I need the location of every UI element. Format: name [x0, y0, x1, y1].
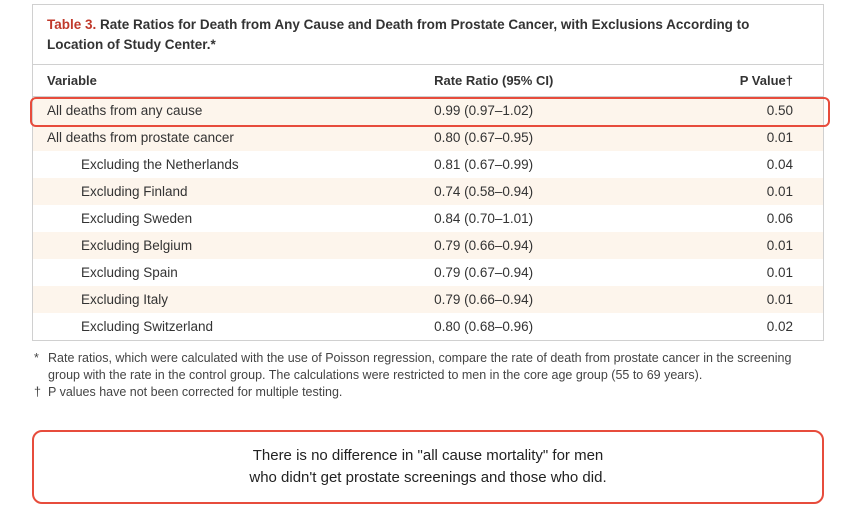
table-row: Excluding the Netherlands 0.81 (0.67–0.99…: [33, 151, 823, 178]
cell-p-value: 0.50: [665, 97, 823, 125]
cell-p-value: 0.02: [665, 313, 823, 340]
cell-variable-text: Excluding the Netherlands: [47, 157, 239, 172]
table-row: Excluding Italy 0.79 (0.66–0.94)0.01: [33, 286, 823, 313]
footnotes: *Rate ratios, which were calculated with…: [34, 350, 822, 401]
table-body: All deaths from any cause 0.99 (0.97–1.02…: [33, 97, 823, 341]
cell-variable-text: Excluding Spain: [47, 265, 178, 280]
cell-rate-ratio: 0.79 (0.66–0.94): [420, 232, 665, 259]
col-header-variable: Variable: [33, 65, 420, 97]
data-table-container: Table 3. Rate Ratios for Death from Any …: [32, 4, 824, 341]
cell-variable: Excluding Sweden: [33, 205, 420, 232]
cell-variable: Excluding the Netherlands: [33, 151, 420, 178]
col-header-rate-ratio: Rate Ratio (95% CI): [420, 65, 665, 97]
footnote-text: Rate ratios, which were calculated with …: [48, 350, 822, 384]
cell-p-value: 0.01: [665, 259, 823, 286]
footnote: †P values have not been corrected for mu…: [34, 384, 822, 401]
cell-rate-ratio: 0.84 (0.70–1.01): [420, 205, 665, 232]
cell-variable: All deaths from prostate cancer: [33, 124, 420, 151]
table-row: Excluding Spain 0.79 (0.67–0.94)0.01: [33, 259, 823, 286]
cell-variable: Excluding Finland: [33, 178, 420, 205]
cell-variable: All deaths from any cause: [33, 97, 420, 125]
cell-variable-text: Excluding Finland: [47, 184, 188, 199]
cell-variable: Excluding Switzerland: [33, 313, 420, 340]
rate-ratio-table: Variable Rate Ratio (95% CI) P Value† Al…: [33, 65, 823, 340]
cell-rate-ratio: 0.99 (0.97–1.02): [420, 97, 665, 125]
cell-rate-ratio: 0.81 (0.67–0.99): [420, 151, 665, 178]
table-label: Table 3.: [47, 17, 96, 32]
cell-rate-ratio: 0.80 (0.68–0.96): [420, 313, 665, 340]
cell-variable: Excluding Belgium: [33, 232, 420, 259]
cell-variable-text: Excluding Italy: [47, 292, 168, 307]
cell-rate-ratio: 0.74 (0.58–0.94): [420, 178, 665, 205]
table-row: Excluding Switzerland 0.80 (0.68–0.96)0.0…: [33, 313, 823, 340]
cell-p-value: 0.01: [665, 286, 823, 313]
col-header-p-value: P Value†: [665, 65, 823, 97]
table-row: Excluding Sweden 0.84 (0.70–1.01)0.06: [33, 205, 823, 232]
cell-variable-text: Excluding Sweden: [47, 211, 192, 226]
cell-variable: Excluding Italy: [33, 286, 420, 313]
cell-rate-ratio: 0.80 (0.67–0.95): [420, 124, 665, 151]
cell-variable-text: All deaths from prostate cancer: [47, 130, 234, 145]
table-row: All deaths from prostate cancer 0.80 (0.6…: [33, 124, 823, 151]
footnote-text: P values have not been corrected for mul…: [48, 384, 822, 401]
table-row: All deaths from any cause 0.99 (0.97–1.02…: [33, 97, 823, 125]
table-row: Excluding Belgium 0.79 (0.66–0.94)0.01: [33, 232, 823, 259]
cell-variable-text: Excluding Belgium: [47, 238, 192, 253]
cell-variable: Excluding Spain: [33, 259, 420, 286]
footnote-symbol: *: [34, 350, 48, 384]
callout-annotation: There is no difference in "all cause mor…: [32, 430, 824, 504]
cell-variable-text: All deaths from any cause: [47, 103, 202, 118]
cell-p-value: 0.06: [665, 205, 823, 232]
cell-p-value: 0.01: [665, 178, 823, 205]
cell-rate-ratio: 0.79 (0.66–0.94): [420, 286, 665, 313]
footnote-symbol: †: [34, 384, 48, 401]
cell-p-value: 0.04: [665, 151, 823, 178]
table-title: Table 3. Rate Ratios for Death from Any …: [33, 5, 823, 65]
table-header-row: Variable Rate Ratio (95% CI) P Value†: [33, 65, 823, 97]
table-title-text: Rate Ratios for Death from Any Cause and…: [47, 17, 749, 52]
footnote: *Rate ratios, which were calculated with…: [34, 350, 822, 384]
cell-p-value: 0.01: [665, 124, 823, 151]
cell-variable-text: Excluding Switzerland: [47, 319, 213, 334]
cell-p-value: 0.01: [665, 232, 823, 259]
cell-rate-ratio: 0.79 (0.67–0.94): [420, 259, 665, 286]
table-row: Excluding Finland 0.74 (0.58–0.94)0.01: [33, 178, 823, 205]
callout-text: There is no difference in "all cause mor…: [249, 445, 606, 489]
